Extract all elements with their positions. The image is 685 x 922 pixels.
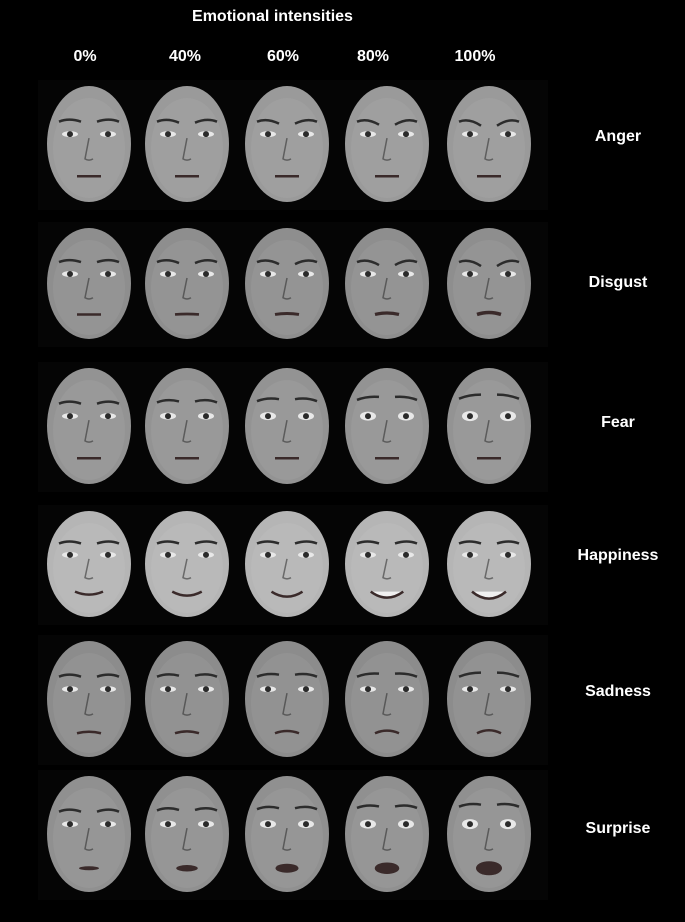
face-anger-1 bbox=[141, 82, 233, 206]
face-happiness-0 bbox=[43, 507, 135, 621]
mouth bbox=[76, 730, 102, 735]
mouth bbox=[274, 729, 300, 735]
face-surprise-3 bbox=[341, 772, 433, 896]
figure-title: Emotional intensities bbox=[192, 8, 353, 25]
emotion-label-anger: Anger bbox=[594, 128, 642, 145]
face-anger-2 bbox=[241, 82, 333, 206]
face-fear-3 bbox=[341, 364, 433, 488]
face-sadness-0 bbox=[43, 637, 135, 761]
face-sadness-2 bbox=[241, 637, 333, 761]
face-fear-2 bbox=[241, 364, 333, 488]
face-happiness-2 bbox=[241, 507, 333, 621]
emotion-label-fear: Fear bbox=[601, 414, 635, 431]
emotion-label-happiness: Happiness bbox=[577, 547, 659, 564]
emotion-label-sadness: Sadness bbox=[585, 683, 651, 700]
column-header-3: 80% bbox=[356, 48, 390, 65]
mouth bbox=[374, 862, 400, 874]
face-surprise-4 bbox=[443, 772, 535, 896]
face-surprise-1 bbox=[141, 772, 233, 896]
face-anger-4 bbox=[443, 82, 535, 206]
mouth bbox=[476, 310, 502, 317]
face-sadness-4 bbox=[443, 637, 535, 761]
emotion-row-anger: Anger bbox=[38, 80, 678, 210]
mouth bbox=[176, 864, 198, 872]
mouth bbox=[174, 312, 200, 316]
face-happiness-4 bbox=[443, 507, 535, 621]
emotion-row-surprise: Surprise bbox=[38, 770, 678, 900]
face-happiness-3 bbox=[341, 507, 433, 621]
face-disgust-4 bbox=[443, 224, 535, 343]
mouth bbox=[79, 866, 99, 871]
face-fear-4 bbox=[443, 364, 535, 488]
face-fear-1 bbox=[141, 364, 233, 488]
mouth bbox=[270, 590, 304, 598]
column-header-4: 100% bbox=[454, 48, 496, 65]
face-surprise-2 bbox=[241, 772, 333, 896]
face-disgust-3 bbox=[341, 224, 433, 343]
emotion-label-surprise: Surprise bbox=[585, 820, 651, 837]
column-header-0: 0% bbox=[73, 48, 97, 65]
face-happiness-1 bbox=[141, 507, 233, 621]
mouth bbox=[174, 730, 200, 735]
face-disgust-0 bbox=[43, 224, 135, 343]
emotion-label-disgust: Disgust bbox=[588, 274, 648, 291]
emotion-row-sadness: Sadness bbox=[38, 635, 678, 765]
face-surprise-0 bbox=[43, 772, 135, 896]
mouth bbox=[471, 590, 507, 600]
mouth bbox=[476, 728, 502, 735]
face-anger-3 bbox=[341, 82, 433, 206]
face-sadness-1 bbox=[141, 637, 233, 761]
face-sadness-3 bbox=[341, 637, 433, 761]
mouth bbox=[374, 729, 400, 735]
mouth bbox=[370, 590, 404, 599]
emotion-row-disgust: Disgust bbox=[38, 222, 678, 347]
mouth bbox=[274, 311, 300, 316]
emotion-row-fear: Fear bbox=[38, 362, 678, 492]
mouth bbox=[74, 590, 104, 596]
mouth bbox=[275, 863, 299, 873]
mouth bbox=[171, 590, 203, 597]
face-anger-0 bbox=[43, 82, 135, 206]
face-fear-0 bbox=[43, 364, 135, 488]
face-disgust-2 bbox=[241, 224, 333, 343]
mouth bbox=[374, 311, 400, 317]
face-disgust-1 bbox=[141, 224, 233, 343]
column-header-1: 40% bbox=[168, 48, 202, 65]
mouth bbox=[476, 861, 502, 876]
column-header-2: 60% bbox=[266, 48, 300, 65]
emotion-row-happiness: Happiness bbox=[38, 505, 678, 625]
